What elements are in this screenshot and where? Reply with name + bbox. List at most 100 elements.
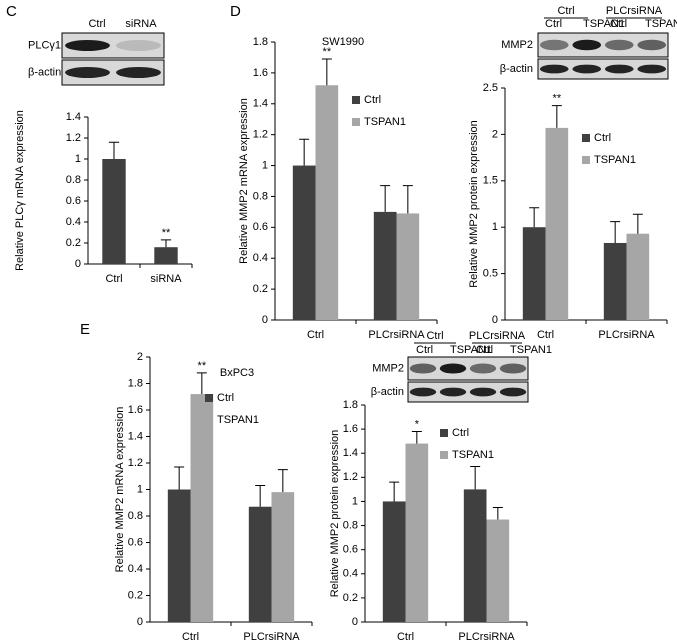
error-bar (492, 506, 503, 520)
y-tick-label: 1.4 (128, 430, 143, 442)
legend-label: TSPAN1 (217, 414, 259, 426)
legend-label: Ctrl (594, 132, 611, 144)
bar (626, 233, 650, 320)
panel-letter: D (230, 3, 241, 20)
legend-swatch (440, 429, 448, 437)
legend-swatch (352, 118, 360, 126)
significance-label: ** (198, 360, 207, 372)
y-tick-label: 1.2 (66, 132, 81, 144)
x-tick-label: Ctrl (105, 273, 122, 285)
legend-label: TSPAN1 (452, 449, 494, 461)
legend-swatch (205, 394, 213, 402)
legend-swatch (205, 416, 213, 424)
bar (405, 443, 429, 622)
panel-letter: C (6, 3, 17, 20)
blot-band (572, 39, 602, 51)
bar (463, 489, 487, 622)
error-bar (321, 58, 332, 86)
blot-band (469, 387, 497, 397)
bar (373, 211, 397, 320)
significance-label: ** (323, 46, 332, 58)
error-bar (389, 481, 400, 502)
y-tick-label: 0.6 (66, 195, 81, 207)
y-tick-label: 0.4 (253, 252, 268, 264)
blot-band (539, 64, 569, 74)
y-tick-label: 0.2 (128, 589, 143, 601)
y-tick-label: 1.8 (343, 399, 358, 411)
bar (315, 85, 339, 320)
x-tick-label: Ctrl (307, 329, 324, 341)
y-tick-label: 0.6 (128, 536, 143, 548)
x-tick-label: PLCrsiRNA (458, 631, 515, 642)
x-tick-label: Ctrl (397, 631, 414, 642)
blot-row-label: MMP2 (501, 39, 533, 51)
error-bar (411, 431, 422, 444)
y-tick-label: 0.8 (66, 174, 81, 186)
blot-band (65, 40, 110, 51)
blot-lane-label: Ctrl (88, 18, 105, 30)
legend-swatch (440, 451, 448, 459)
y-tick-label: 0.4 (128, 563, 143, 575)
y-tick-label: 2 (492, 128, 498, 140)
blot-row-label: MMP2 (372, 362, 404, 374)
blot-band (469, 363, 497, 374)
blot-row-label: β-actin (371, 386, 404, 398)
y-tick-label: 2 (137, 351, 143, 363)
blot-band (116, 67, 161, 78)
bar (167, 489, 191, 622)
blot-band (604, 64, 634, 74)
y-tick-label: 1.8 (128, 377, 143, 389)
y-tick-label: 0.5 (483, 268, 498, 280)
y-axis-label: Relative MMP2 protein expression (468, 120, 480, 288)
error-bar (402, 185, 413, 214)
significance-label: ** (553, 93, 562, 105)
blot-lane-label: TSPAN1 (450, 344, 492, 356)
y-tick-label: 1.6 (343, 423, 358, 435)
error-bar (380, 185, 391, 212)
bar (154, 247, 178, 264)
legend-label: TSPAN1 (594, 154, 636, 166)
blot-band (539, 39, 569, 51)
blot-band (439, 363, 467, 374)
x-tick-label: PLCrsiRNA (368, 329, 425, 341)
y-tick-label: 1.6 (128, 404, 143, 416)
bar (382, 501, 406, 622)
blot-lane-label: Ctrl (416, 344, 433, 356)
bar (271, 492, 295, 622)
error-bar (196, 372, 207, 395)
blot-row-label: β-actin (500, 63, 533, 75)
x-tick-label: Ctrl (182, 631, 199, 642)
blot-band (65, 67, 110, 78)
blot-band (572, 64, 602, 74)
legend-swatch (582, 156, 590, 164)
blot-row-label: PLCγ1 (28, 39, 61, 51)
bar (603, 242, 627, 320)
blot-group-label: PLCrsiRNA (606, 5, 663, 17)
blot-lane-label: siRNA (125, 18, 157, 30)
blot-band (409, 363, 437, 374)
y-tick-label: 1.4 (66, 111, 81, 123)
y-tick-label: 0.2 (343, 592, 358, 604)
x-tick-label: siRNA (150, 273, 182, 285)
y-axis-label: Relative PLCγ mRNA expression (14, 110, 26, 271)
chart-title: SW1990 (322, 36, 364, 48)
bar (522, 227, 546, 320)
panel-letter: E (80, 321, 90, 338)
blot-lane-label: TSPAN1 (510, 344, 552, 356)
y-tick-label: 1 (492, 221, 498, 233)
y-tick-label: 1.2 (128, 457, 143, 469)
error-bar (174, 466, 185, 490)
y-tick-label: 1.4 (343, 447, 358, 459)
legend-swatch (582, 134, 590, 142)
y-tick-label: 1.2 (343, 471, 358, 483)
x-tick-label: PLCrsiRNA (243, 631, 300, 642)
error-bar (108, 141, 120, 159)
bar (292, 165, 316, 320)
blot-row (407, 356, 529, 381)
error-bar (470, 465, 481, 490)
y-tick-label: 2.5 (483, 82, 498, 94)
y-tick-label: 0.4 (343, 568, 358, 580)
bar (248, 506, 272, 622)
y-tick-label: 0.8 (253, 190, 268, 202)
blot-band (499, 363, 527, 374)
